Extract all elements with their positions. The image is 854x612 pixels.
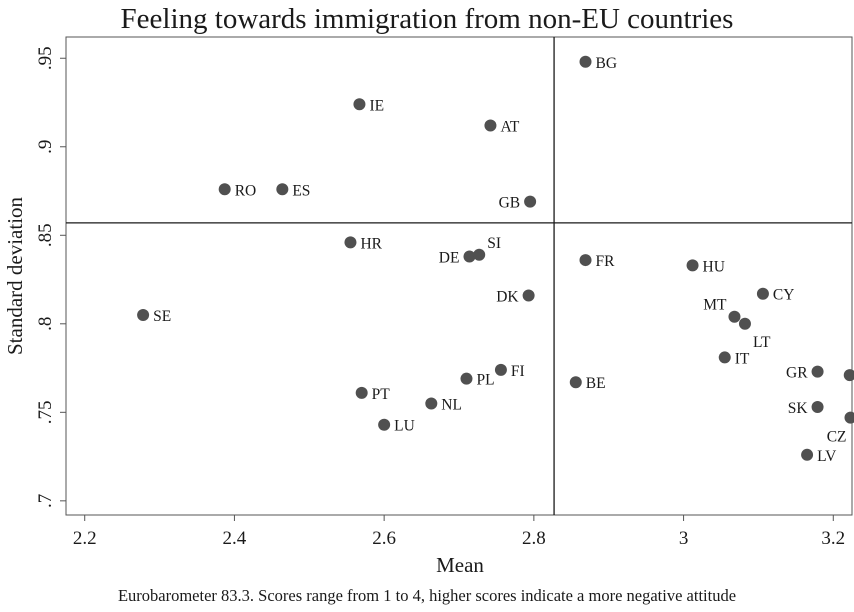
point-label-ie: IE bbox=[369, 97, 384, 114]
point-hu bbox=[686, 259, 699, 272]
point-label-it: IT bbox=[735, 350, 750, 367]
point-be bbox=[569, 376, 582, 389]
point-label-pl: PL bbox=[476, 372, 494, 389]
x-tick-label: 2.4 bbox=[223, 528, 247, 549]
point-bg bbox=[579, 55, 592, 68]
point-si bbox=[473, 248, 486, 261]
point-label-si: SI bbox=[487, 235, 501, 252]
x-tick-label: 2.8 bbox=[522, 528, 546, 549]
y-axis-title: Standard deviation bbox=[3, 196, 27, 355]
point-dk bbox=[522, 289, 535, 302]
point-de bbox=[463, 250, 476, 263]
point-cy bbox=[756, 287, 769, 300]
point-label-gr: GR bbox=[786, 365, 808, 382]
point-pl bbox=[460, 372, 473, 385]
point-label-ro: RO bbox=[235, 182, 257, 199]
point-label-lt: LT bbox=[753, 334, 771, 351]
point-lu bbox=[378, 418, 391, 431]
point-at bbox=[484, 119, 497, 132]
point-fi bbox=[494, 363, 507, 376]
x-tick-label: 3 bbox=[679, 528, 689, 549]
point-sk bbox=[811, 401, 824, 414]
point-label-mt: MT bbox=[703, 297, 727, 314]
point-nl bbox=[425, 397, 438, 410]
point-label-at: AT bbox=[500, 119, 519, 136]
y-tick-label: .7 bbox=[35, 494, 56, 508]
x-axis-title: Mean bbox=[436, 553, 484, 577]
x-tick-label: 2.6 bbox=[372, 528, 396, 549]
point-lv bbox=[801, 448, 814, 461]
chart-title: Feeling towards immigration from non-EU … bbox=[120, 3, 734, 35]
point-label-dk: DK bbox=[496, 288, 519, 305]
y-tick-label: .85 bbox=[35, 223, 56, 247]
y-tick-label: .75 bbox=[35, 400, 56, 424]
point-label-gb: GB bbox=[499, 195, 521, 212]
point-it bbox=[718, 351, 731, 364]
point-es bbox=[276, 183, 289, 196]
point-label-lv: LV bbox=[817, 448, 837, 465]
point-ro bbox=[218, 183, 231, 196]
point-label-fi: FI bbox=[511, 363, 525, 380]
point-pt bbox=[355, 386, 368, 399]
point-se bbox=[137, 308, 150, 321]
point-label-de: DE bbox=[439, 250, 460, 267]
point-ee bbox=[843, 369, 854, 382]
point-label-nl: NL bbox=[441, 396, 462, 413]
point-label-bg: BG bbox=[596, 55, 618, 72]
point-gb bbox=[524, 195, 537, 208]
point-fr bbox=[579, 254, 592, 267]
y-tick-label: .95 bbox=[35, 46, 56, 70]
point-label-es: ES bbox=[292, 182, 310, 199]
y-tick-label: .9 bbox=[35, 140, 56, 154]
source-note: Eurobarometer 83.3. Scores range from 1 … bbox=[117, 586, 737, 605]
point-ie bbox=[353, 98, 366, 111]
point-mt bbox=[728, 310, 741, 323]
point-label-fr: FR bbox=[596, 253, 616, 270]
point-label-cy: CY bbox=[773, 287, 795, 304]
point-label-se: SE bbox=[153, 308, 171, 325]
point-hr bbox=[344, 236, 357, 249]
x-tick-label: 2.2 bbox=[73, 528, 97, 549]
point-cz bbox=[844, 411, 854, 424]
plot-frame bbox=[65, 36, 853, 516]
point-label-hr: HR bbox=[360, 235, 382, 252]
point-label-hu: HU bbox=[703, 258, 725, 275]
point-label-pt: PT bbox=[372, 386, 391, 403]
point-lt bbox=[738, 317, 751, 330]
point-label-lu: LU bbox=[394, 418, 415, 435]
point-label-sk: SK bbox=[788, 400, 809, 417]
x-tick-label: 3.2 bbox=[821, 528, 845, 549]
point-gr bbox=[811, 365, 824, 378]
y-tick-label: .8 bbox=[35, 317, 56, 331]
point-label-be: BE bbox=[586, 375, 606, 392]
point-label-cz: CZ bbox=[827, 429, 847, 446]
